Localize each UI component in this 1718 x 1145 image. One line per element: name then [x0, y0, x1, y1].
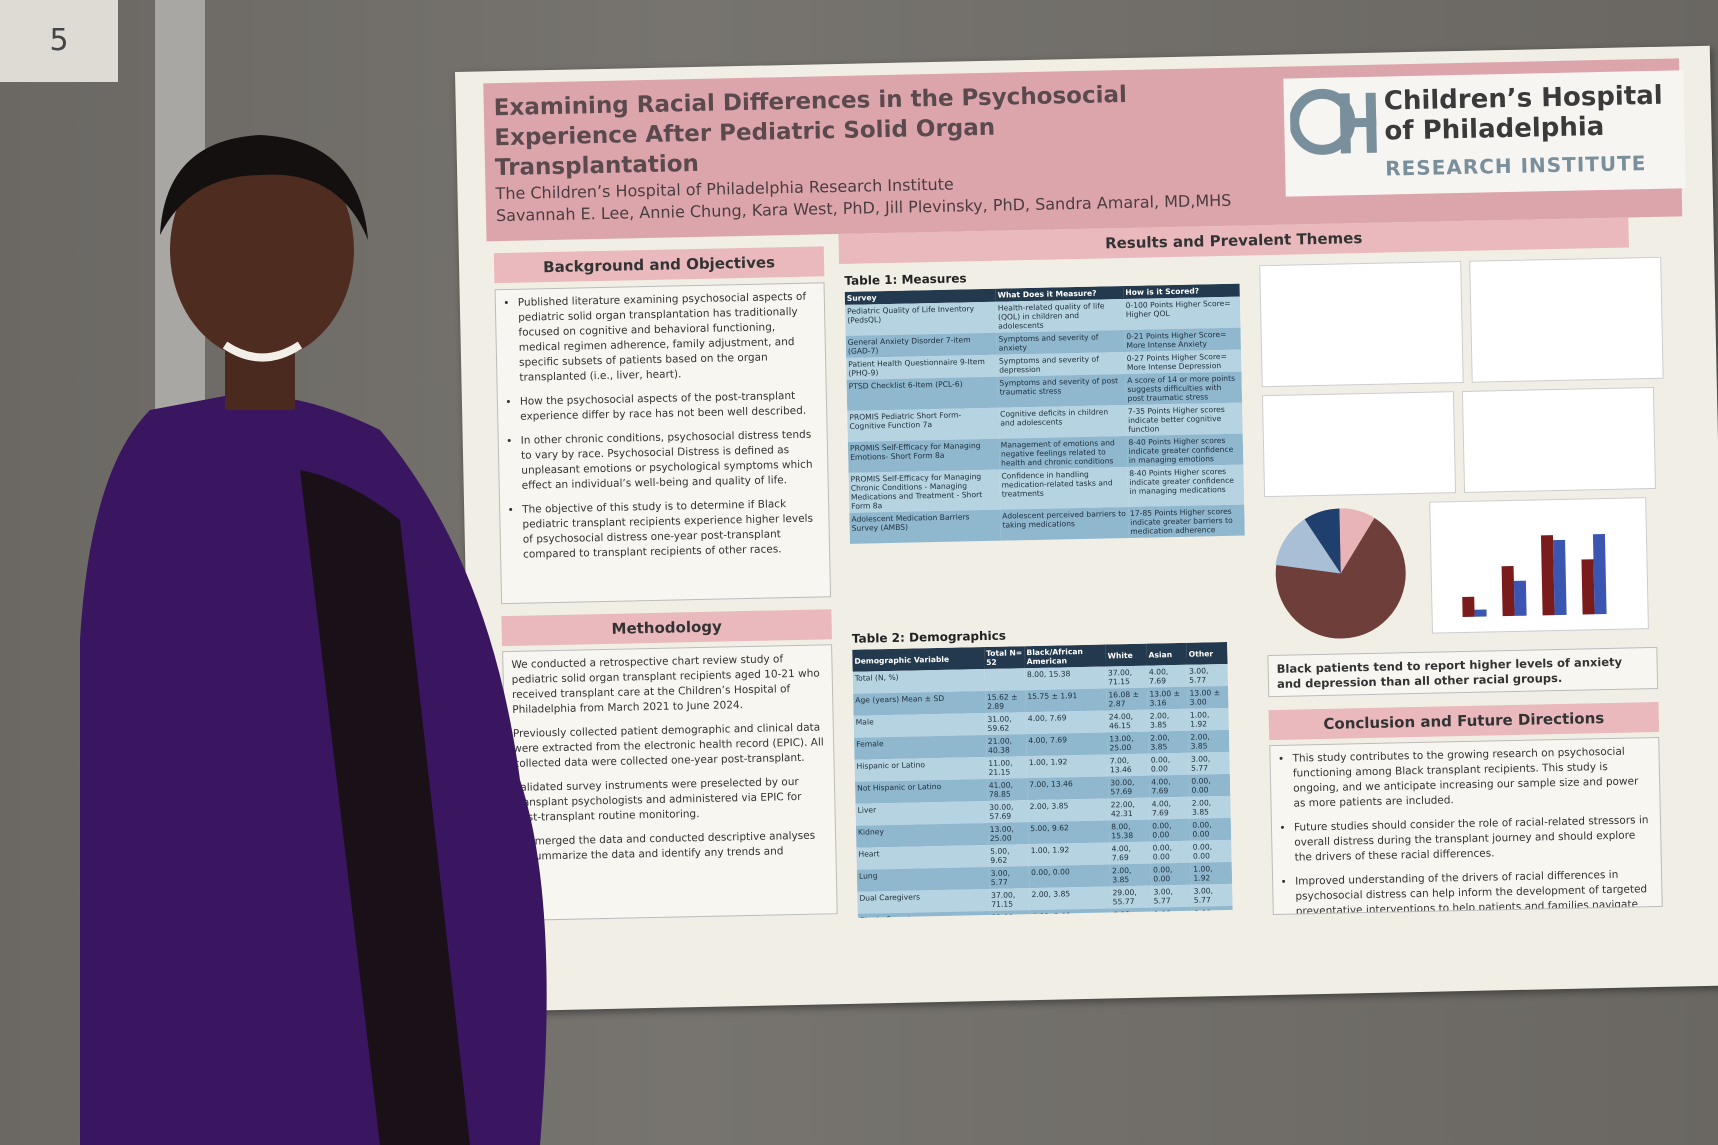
bars — [1462, 534, 1607, 618]
pie-chart — [1275, 508, 1406, 639]
bar-chart — [1429, 497, 1649, 634]
poster-header: Examining Racial Differences in the Psyc… — [483, 58, 1686, 242]
logo-mark — [1289, 88, 1377, 155]
table-sign: 5 — [0, 0, 118, 82]
logo: Children’s Hospital of Philadelphia RESEA… — [1283, 70, 1686, 197]
poster: Examining Racial Differences in the Psyc… — [455, 45, 1718, 1012]
